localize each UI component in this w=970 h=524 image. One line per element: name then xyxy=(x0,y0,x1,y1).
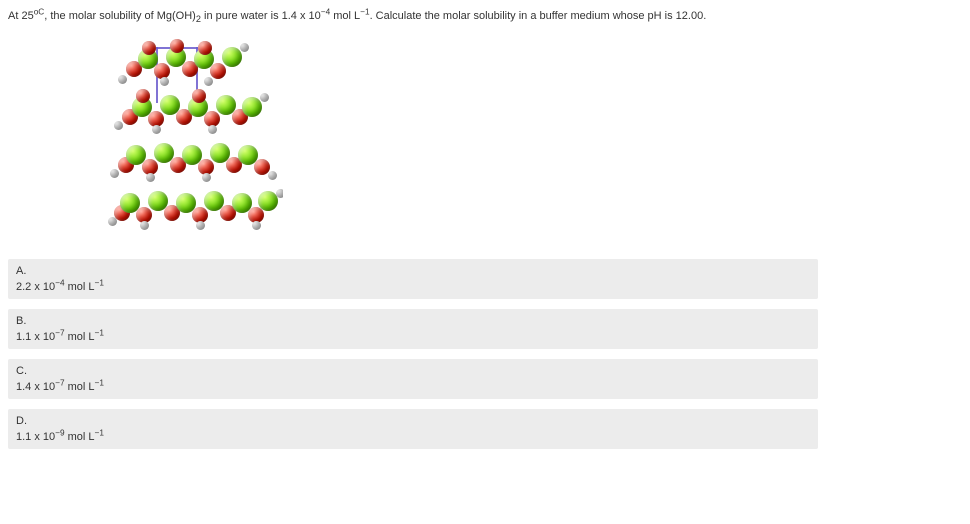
unit: mol L xyxy=(65,281,95,293)
exp: −7 xyxy=(55,378,64,387)
unit: mol L xyxy=(65,381,95,393)
atom-o xyxy=(170,39,184,53)
atom-h xyxy=(252,221,261,230)
q-sup: oC xyxy=(34,7,45,16)
atom-h xyxy=(160,77,169,86)
q-part: in pure water is 1.4 x 10 xyxy=(201,10,321,22)
atom-mg xyxy=(242,97,262,117)
option-d[interactable]: D. 1.1 x 10−9 mol L−1 xyxy=(8,409,818,449)
option-value: 1.1 x 10−9 mol L−1 xyxy=(16,431,810,443)
atom-h xyxy=(276,189,283,198)
atom-h xyxy=(196,221,205,230)
question-text: At 25oC, the molar solubility of Mg(OH)2… xyxy=(8,8,962,27)
atom-o xyxy=(192,89,206,103)
atom-o xyxy=(198,41,212,55)
option-letter: C. xyxy=(16,365,810,377)
molecule-figure-wrap xyxy=(108,39,962,239)
crystal-layer xyxy=(108,89,283,139)
atom-h xyxy=(110,169,119,178)
exp: −7 xyxy=(55,328,64,337)
crystal-layer xyxy=(108,189,283,239)
unit-exp: −1 xyxy=(95,428,104,437)
unit: mol L xyxy=(65,431,95,443)
q-sup: −4 xyxy=(321,7,330,16)
unit-exp: −1 xyxy=(95,278,104,287)
atom-o xyxy=(142,41,156,55)
q-sup: −1 xyxy=(360,7,369,16)
option-value: 2.2 x 10−4 mol L−1 xyxy=(16,281,810,293)
atom-h xyxy=(146,173,155,182)
option-letter: D. xyxy=(16,415,810,427)
atom-mg xyxy=(222,47,242,67)
q-part: mol L xyxy=(330,10,360,22)
atom-h xyxy=(152,125,161,134)
options-list: A. 2.2 x 10−4 mol L−1 B. 1.1 x 10−7 mol … xyxy=(8,259,818,449)
molecule-figure xyxy=(108,39,283,239)
option-letter: A. xyxy=(16,265,810,277)
option-a[interactable]: A. 2.2 x 10−4 mol L−1 xyxy=(8,259,818,299)
atom-h xyxy=(260,93,269,102)
q-part: . Calculate the molar solubility in a bu… xyxy=(370,10,707,22)
atom-o xyxy=(210,63,226,79)
coef: 2.2 x 10 xyxy=(16,281,55,293)
atom-mg xyxy=(258,191,278,211)
crystal-layer xyxy=(108,139,283,189)
atom-h xyxy=(208,125,217,134)
unit: mol L xyxy=(65,331,95,343)
atom-o xyxy=(136,89,150,103)
option-c[interactable]: C. 1.4 x 10−7 mol L−1 xyxy=(8,359,818,399)
atom-h xyxy=(268,171,277,180)
atom-h xyxy=(204,77,213,86)
atom-h xyxy=(118,75,127,84)
option-letter: B. xyxy=(16,315,810,327)
q-part: , the molar solubility of Mg(OH) xyxy=(44,10,196,22)
atom-h xyxy=(114,121,123,130)
unit-exp: −1 xyxy=(95,328,104,337)
coef: 1.1 x 10 xyxy=(16,331,55,343)
option-b[interactable]: B. 1.1 x 10−7 mol L−1 xyxy=(8,309,818,349)
unit-exp: −1 xyxy=(95,378,104,387)
atom-h xyxy=(140,221,149,230)
option-value: 1.1 x 10−7 mol L−1 xyxy=(16,331,810,343)
exp: −4 xyxy=(55,278,64,287)
option-value: 1.4 x 10−7 mol L−1 xyxy=(16,381,810,393)
crystal-layer xyxy=(108,39,283,89)
atom-h xyxy=(202,173,211,182)
exp: −9 xyxy=(55,428,64,437)
atom-h xyxy=(240,43,249,52)
q-part: At 25 xyxy=(8,10,34,22)
coef: 1.4 x 10 xyxy=(16,381,55,393)
coef: 1.1 x 10 xyxy=(16,431,55,443)
